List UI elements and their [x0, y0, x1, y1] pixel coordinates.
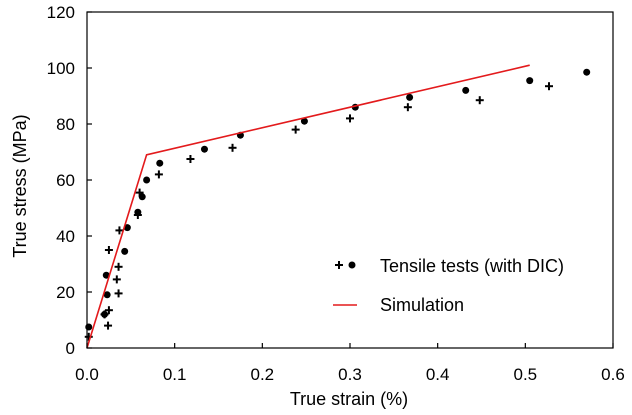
y-tick-label: 20	[56, 283, 75, 302]
legend-dot-marker	[348, 261, 356, 269]
y-axis-ticks: 0 20 40 60 80 100 120	[47, 3, 92, 358]
x-tick-label: 0.2	[251, 365, 275, 384]
tensile-plus-marker	[346, 114, 354, 123]
tensile-plus-marker	[114, 289, 123, 298]
tensile-plus-marker	[545, 82, 554, 91]
tensile-dot-marker	[406, 93, 414, 101]
tensile-plus-marker	[154, 170, 163, 179]
legend-plus-marker	[335, 261, 343, 269]
y-tick-label: 80	[56, 115, 75, 134]
tensile-dot-marker	[102, 271, 110, 279]
y-tick-label: 0	[66, 339, 75, 358]
x-axis-ticks: 0.0 0.1 0.2 0.3 0.4 0.5 0.6	[75, 343, 625, 384]
y-tick-label: 120	[47, 3, 75, 22]
tensile-dot-marker	[85, 323, 93, 331]
x-tick-label: 0.0	[75, 365, 99, 384]
tensile-dot-marker	[462, 86, 470, 94]
x-tick-label: 0.3	[338, 365, 362, 384]
legend-tensile-markers	[335, 261, 356, 269]
simulation-line	[86, 64, 530, 349]
tensile-dot-marker	[121, 247, 129, 255]
tensile-dot-marker	[134, 208, 142, 216]
tensile-plus-marker	[112, 275, 121, 284]
legend: Tensile tests (with DIC) Simulation	[333, 256, 564, 315]
plot-frame	[86, 11, 614, 349]
tensile-plus-marker	[84, 332, 93, 341]
tensile-dot-marker	[300, 117, 308, 125]
y-tick-label: 100	[47, 59, 75, 78]
tensile-plus-marker	[403, 103, 412, 112]
tensile-dot-marker	[200, 145, 208, 153]
tensile-dot-marker	[583, 68, 591, 76]
tensile-dot-marker	[156, 159, 164, 167]
tensile-plus-marker	[114, 262, 123, 271]
tensile-dot-marker	[103, 291, 111, 299]
x-tick-label: 0.1	[163, 365, 187, 384]
tensile-dot-marker	[138, 193, 146, 201]
x-tick-label: 0.6	[601, 365, 625, 384]
tensile-dot-marker	[526, 77, 534, 85]
tensile-dot-marker	[123, 224, 131, 232]
tensile-plus-marker	[228, 143, 237, 152]
tensile-plus-marker	[475, 96, 484, 105]
plot-layer	[84, 64, 591, 349]
tensile-plus-marker	[104, 321, 113, 330]
x-axis-title: True strain (%)	[290, 389, 408, 409]
tensile-dot-marker	[101, 310, 109, 318]
tensile-plus-marker	[104, 246, 113, 254]
tensile-plus-marker	[291, 125, 300, 134]
tensile-plus-marker	[186, 155, 195, 163]
tensile-plus-marker	[115, 226, 124, 235]
x-tick-label: 0.5	[514, 365, 538, 384]
x-tick-label: 0.4	[426, 365, 450, 384]
y-axis-title: True stress (MPa)	[10, 114, 30, 257]
legend-tensile-label: Tensile tests (with DIC)	[380, 256, 564, 276]
tensile-plus-marker	[104, 306, 113, 315]
y-tick-label: 60	[56, 171, 75, 190]
y-tick-label: 40	[56, 227, 75, 246]
legend-simulation-label: Simulation	[380, 295, 464, 315]
tensile-dot-marker	[143, 176, 151, 184]
